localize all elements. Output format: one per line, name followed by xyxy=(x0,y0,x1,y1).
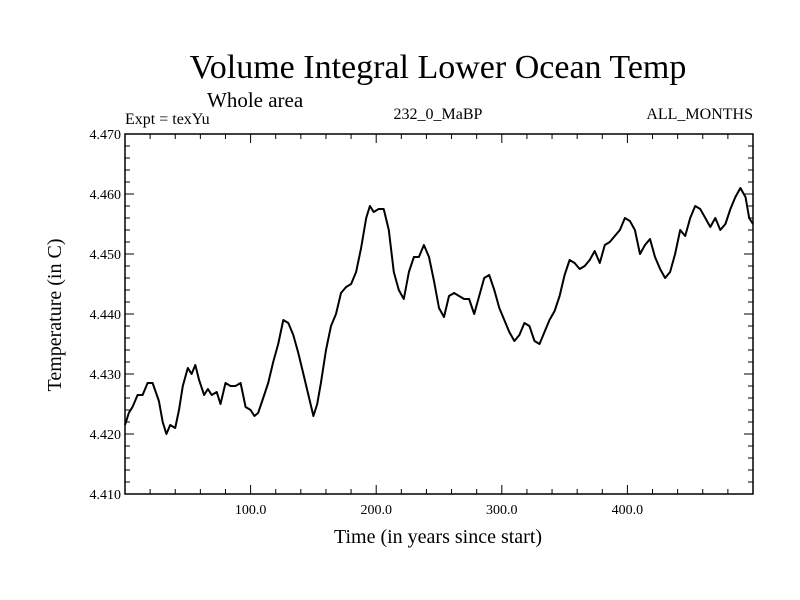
y-tick-label: 4.430 xyxy=(90,368,122,383)
y-tick-label: 4.470 xyxy=(90,128,122,143)
x-tick-label: 400.0 xyxy=(612,503,644,518)
x-tick-label: 300.0 xyxy=(486,503,518,518)
y-tick-label: 4.450 xyxy=(90,248,122,263)
x-tick-label: 100.0 xyxy=(235,503,267,518)
y-axis-label: Temperature (in C) xyxy=(44,239,66,392)
x-axis-label: Time (in years since start) xyxy=(334,526,542,548)
annotation-experiment: Expt = texYu xyxy=(125,111,210,128)
x-tick-label: 200.0 xyxy=(360,503,392,518)
y-tick-label: 4.420 xyxy=(90,428,122,443)
y-tick-label: 4.460 xyxy=(90,188,122,203)
chart-subtitle: Whole area xyxy=(207,88,304,112)
y-tick-label: 4.440 xyxy=(90,308,122,323)
temperature-series-line xyxy=(124,187,754,435)
annotation-months: ALL_MONTHS xyxy=(646,106,753,123)
chart-title: Volume Integral Lower Ocean Temp xyxy=(190,49,687,86)
plot-area: 100.0 200.0 300.0 400.0 4.410 4.420 4.430 4.440… xyxy=(90,128,754,518)
y-tick-label: 4.410 xyxy=(90,488,122,503)
plot-frame xyxy=(124,133,754,495)
annotation-period: 232_0_MaBP xyxy=(394,106,483,123)
